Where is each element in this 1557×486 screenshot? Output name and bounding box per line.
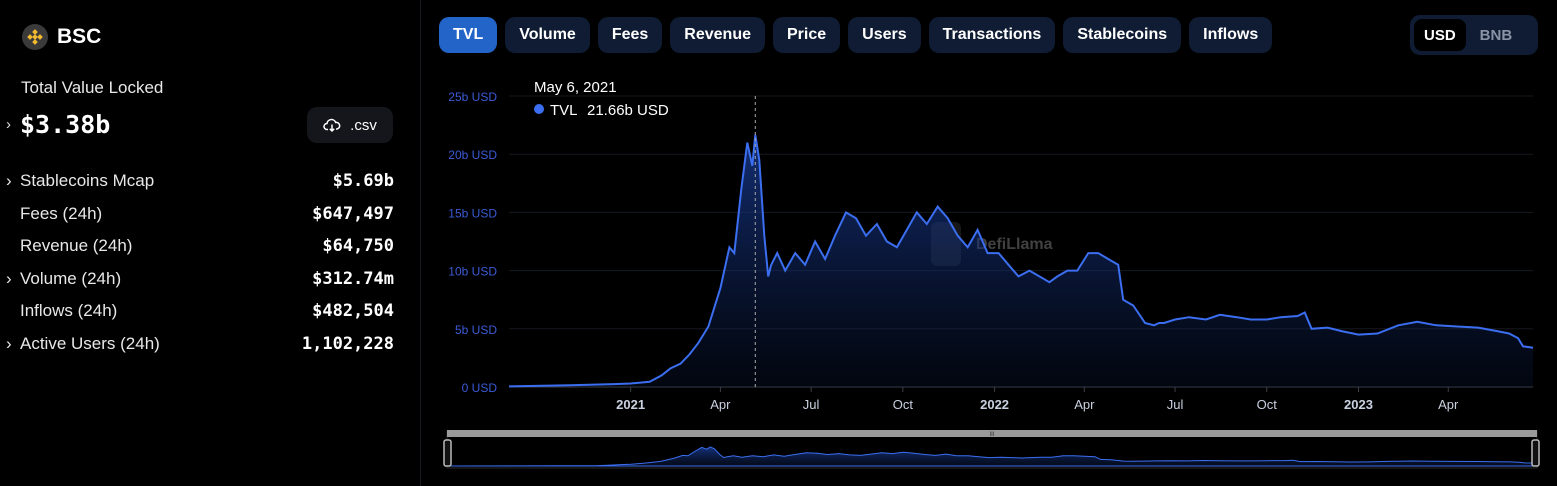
x-axis: 2021 Apr Jul Oct 2022 Apr Jul Oct 2023 Apr bbox=[616, 387, 1459, 412]
tvl-area bbox=[509, 134, 1533, 387]
y-tick-label: 20b USD bbox=[448, 148, 497, 162]
stats-list: › Stablecoins Mcap $5.69b Fees (24h) $647,49… bbox=[6, 165, 394, 360]
stat-row: Fees (24h) $647,497 bbox=[6, 198, 394, 231]
tooltip-series: TVL bbox=[550, 102, 578, 119]
tooltip: May 6, 2021 TVL 21.66b USD bbox=[534, 79, 669, 119]
tooltip-date: May 6, 2021 bbox=[534, 79, 617, 96]
range-brush[interactable]: III bbox=[443, 430, 1540, 469]
y-tick-label: 25b USD bbox=[448, 90, 497, 104]
stat-value: $64,750 bbox=[322, 236, 394, 257]
stat-row[interactable]: › Stablecoins Mcap $5.69b bbox=[6, 165, 394, 198]
tooltip-value: 21.66b USD bbox=[587, 102, 669, 119]
stat-value: $312.74m bbox=[312, 268, 394, 289]
tab-revenue[interactable]: Revenue bbox=[670, 17, 765, 53]
chevron-right-icon[interactable]: › bbox=[6, 171, 12, 191]
stat-value: $5.69b bbox=[332, 171, 394, 192]
tvl-row[interactable]: › $3.38b bbox=[6, 110, 110, 139]
stat-row[interactable]: › Volume (24h) $312.74m bbox=[6, 263, 394, 296]
x-tick-label: Apr bbox=[1074, 397, 1095, 412]
y-tick-label: 15b USD bbox=[448, 206, 497, 220]
chain-name: BSC bbox=[57, 25, 102, 48]
x-tick-label: 2023 bbox=[1344, 397, 1373, 412]
brush-top-bar bbox=[447, 430, 1537, 437]
tab-tvl[interactable]: TVL bbox=[439, 17, 498, 53]
tab-transactions[interactable]: Transactions bbox=[928, 17, 1056, 53]
sidebar: BSC Total Value Locked › $3.38b .csv › St… bbox=[0, 0, 421, 486]
cloud-download-icon bbox=[323, 118, 341, 133]
csv-label: .csv bbox=[350, 116, 377, 134]
chart-panel: TVL Volume Fees Revenue Price Users Transactio… bbox=[421, 0, 1557, 486]
bnb-chain-icon bbox=[22, 24, 48, 50]
stat-value: $647,497 bbox=[312, 203, 394, 224]
x-tick-label: Apr bbox=[1438, 397, 1459, 412]
brush-right-handle bbox=[1531, 439, 1540, 467]
x-tick-label: Oct bbox=[1257, 397, 1278, 412]
tab-inflows[interactable]: Inflows bbox=[1189, 17, 1273, 53]
chain-header: BSC bbox=[22, 24, 101, 50]
stat-label: Active Users (24h) bbox=[20, 333, 160, 353]
stat-label: Inflows (24h) bbox=[20, 301, 118, 321]
currency-bnb[interactable]: BNB bbox=[1479, 26, 1513, 44]
tvl-line bbox=[508, 134, 1534, 388]
stat-label: Fees (24h) bbox=[20, 203, 103, 223]
y-tick-label: 5b USD bbox=[455, 323, 497, 337]
currency-usd[interactable]: USD bbox=[1414, 19, 1466, 51]
x-tick-label: Apr bbox=[710, 397, 731, 412]
x-tick-label: Jul bbox=[803, 397, 820, 412]
x-tick-label: Jul bbox=[1167, 397, 1184, 412]
tvl-label: Total Value Locked bbox=[21, 78, 164, 97]
y-tick-label: 10b USD bbox=[448, 265, 497, 279]
watermark-text: DefiLlama bbox=[976, 236, 1053, 253]
stat-label: Stablecoins Mcap bbox=[20, 171, 155, 191]
metric-tabs: TVL Volume Fees Revenue Price Users Transactio… bbox=[439, 17, 1273, 53]
tvl-value: $3.38b bbox=[20, 110, 111, 139]
stat-row: Inflows (24h) $482,504 bbox=[6, 295, 394, 328]
chevron-right-icon[interactable]: › bbox=[6, 268, 12, 288]
y-axis: 0 USD 5b USD 10b USD 15b USD 20b USD 25b USD bbox=[448, 90, 497, 395]
brush-left-handle bbox=[443, 439, 452, 467]
tab-stablecoins[interactable]: Stablecoins bbox=[1063, 17, 1182, 53]
x-tick-label: 2021 bbox=[616, 397, 645, 412]
stat-row: Revenue (24h) $64,750 bbox=[6, 230, 394, 263]
stat-value: $482,504 bbox=[312, 301, 394, 322]
stat-value: 1,102,228 bbox=[301, 333, 394, 354]
y-tick-label: 0 USD bbox=[462, 381, 498, 395]
stat-label: Volume (24h) bbox=[20, 268, 122, 288]
series-dot-icon bbox=[534, 104, 544, 114]
x-tick-label: 2022 bbox=[980, 397, 1009, 412]
chevron-right-icon[interactable]: › bbox=[6, 116, 11, 133]
x-tick-label: Oct bbox=[893, 397, 914, 412]
tab-fees[interactable]: Fees bbox=[597, 17, 663, 53]
svg-text:III: III bbox=[989, 432, 994, 438]
tab-price[interactable]: Price bbox=[773, 17, 841, 53]
currency-toggle: USD BNB bbox=[1410, 15, 1538, 55]
download-csv-button[interactable]: .csv bbox=[307, 107, 393, 143]
tab-volume[interactable]: Volume bbox=[505, 17, 590, 53]
chevron-right-icon[interactable]: › bbox=[6, 333, 12, 353]
stat-row[interactable]: › Active Users (24h) 1,102,228 bbox=[6, 328, 394, 361]
tab-users[interactable]: Users bbox=[848, 17, 921, 53]
stat-label: Revenue (24h) bbox=[20, 236, 133, 256]
